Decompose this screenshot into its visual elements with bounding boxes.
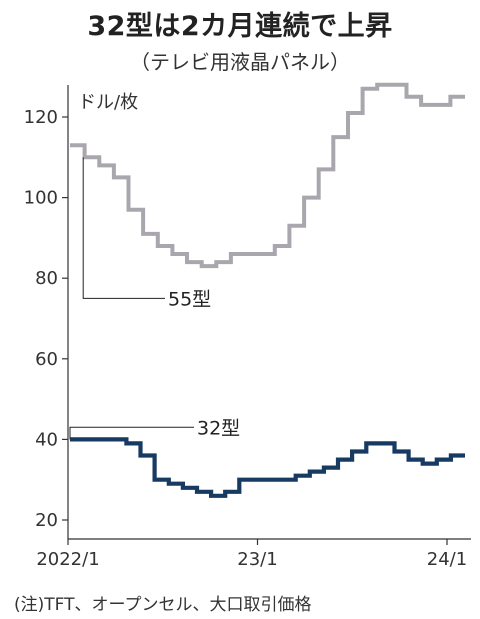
axes (62, 85, 471, 545)
y-tick-label: 80 (35, 268, 58, 289)
leader-line (82, 157, 165, 299)
footnote: (注)TFT、オープンセル、大口取引価格 (14, 595, 312, 615)
series-labels: 55型 32型 (69, 157, 240, 440)
x-tick-label: 2022/1 (36, 549, 99, 570)
tick-labels: 20 40 60 80 100 120 2022/1 23/1 24/1 (24, 107, 468, 570)
series-label: 32型 (197, 417, 240, 439)
series-lines (70, 82, 465, 498)
series-label: 55型 (168, 288, 211, 310)
chart-title: 32型は2カ月連続で上昇 (87, 11, 393, 42)
series-line (70, 82, 465, 269)
y-tick-label: 120 (24, 107, 58, 128)
y-tick-label: 20 (35, 510, 58, 531)
y-tick-label: 100 (24, 188, 58, 209)
series-line (70, 437, 465, 498)
x-tick-label: 24/1 (427, 549, 467, 570)
y-tick-label: 40 (35, 429, 58, 450)
chart-subtitle: （テレビ用液晶パネル） (130, 50, 350, 74)
leader-line (69, 426, 194, 440)
y-tick-label: 60 (35, 349, 58, 370)
y-axis-unit: ドル/枚 (78, 92, 138, 113)
x-tick-label: 23/1 (237, 549, 277, 570)
